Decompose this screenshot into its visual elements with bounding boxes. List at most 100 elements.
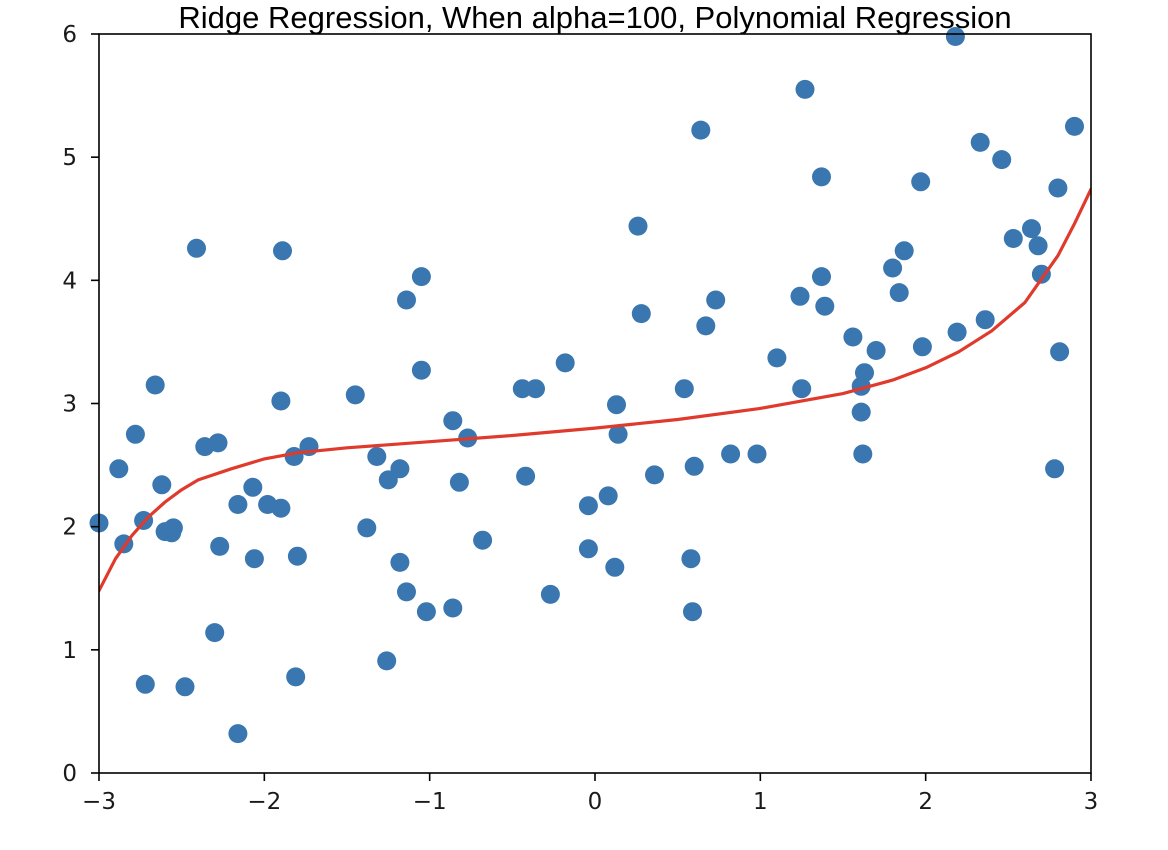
y-tick-label: 4 (62, 268, 77, 294)
data-point-32 (377, 651, 397, 671)
data-point-86 (912, 337, 932, 357)
x-tick-label: 0 (588, 789, 603, 815)
x-tick-label: 3 (1084, 789, 1099, 815)
data-point-65 (696, 316, 716, 336)
data-point-39 (411, 360, 431, 380)
data-point-84 (894, 241, 914, 261)
data-point-73 (812, 167, 831, 187)
data-point-41 (443, 411, 463, 431)
data-point-59 (645, 465, 664, 485)
data-point-37 (397, 582, 416, 602)
data-point-52 (578, 539, 598, 559)
data-point-30 (357, 518, 377, 538)
data-point-54 (605, 557, 625, 577)
data-point-46 (512, 379, 532, 399)
data-point-18 (228, 724, 248, 744)
data-point-74 (812, 267, 831, 287)
data-point-42 (443, 598, 463, 618)
y-tick-label: 1 (62, 638, 77, 664)
data-point-99 (1065, 116, 1084, 136)
data-point-10 (163, 518, 183, 538)
data-point-16 (210, 536, 230, 556)
y-tick-label: 3 (62, 392, 77, 418)
data-point-79 (853, 444, 873, 464)
data-point-7 (152, 475, 172, 495)
data-point-36 (397, 290, 416, 310)
data-point-12 (187, 238, 206, 258)
data-point-26 (286, 667, 306, 687)
y-tick-label: 6 (62, 22, 77, 48)
data-point-98 (1050, 342, 1070, 362)
data-point-81 (866, 341, 886, 360)
x-axis: −3 −2 −1 0 1 2 3 (82, 773, 1098, 815)
data-point-71 (792, 379, 812, 399)
data-point-55 (607, 395, 626, 415)
data-point-53 (598, 486, 618, 506)
data-point-77 (851, 402, 871, 422)
data-point-62 (683, 602, 702, 622)
data-point-66 (706, 290, 726, 310)
data-point-45 (473, 530, 493, 550)
x-tick-label: −2 (247, 789, 281, 815)
data-point-34 (390, 459, 410, 479)
data-point-5 (135, 674, 155, 694)
data-point-88 (947, 322, 967, 342)
data-point-17 (228, 495, 248, 514)
data-point-83 (889, 283, 909, 303)
data-point-40 (416, 602, 436, 622)
y-tick-label: 0 (62, 761, 77, 787)
data-point-20 (244, 549, 264, 569)
data-point-85 (911, 172, 931, 192)
data-point-75 (815, 296, 835, 316)
data-point-11 (175, 677, 195, 697)
data-point-22 (271, 498, 291, 518)
data-point-72 (795, 79, 815, 99)
data-point-97 (1048, 178, 1068, 198)
data-point-61 (681, 549, 701, 569)
data-point-49 (540, 584, 560, 604)
data-point-70 (790, 286, 810, 306)
data-point-31 (367, 447, 387, 466)
data-point-64 (691, 120, 711, 140)
data-point-24 (273, 241, 292, 261)
data-point-92 (1003, 229, 1023, 248)
data-point-50 (555, 353, 575, 373)
data-point-80 (855, 363, 874, 383)
data-point-67 (721, 444, 741, 464)
data-point-1 (109, 459, 129, 479)
data-point-38 (411, 267, 431, 287)
regression-line-layer (99, 187, 1091, 593)
regression-curve (99, 187, 1091, 593)
y-axis: 0 1 2 3 4 5 6 (62, 22, 99, 787)
x-tick-label: 2 (918, 789, 933, 815)
data-point-19 (243, 477, 263, 497)
x-tick-label: −3 (82, 789, 116, 815)
data-point-47 (516, 466, 536, 486)
data-point-56 (608, 424, 628, 444)
y-tick-label: 5 (62, 145, 77, 171)
data-point-90 (975, 310, 995, 330)
data-point-57 (628, 216, 648, 236)
data-point-58 (631, 304, 651, 324)
data-point-43 (449, 472, 469, 492)
data-point-87 (945, 27, 965, 46)
data-point-91 (992, 150, 1012, 170)
data-point-60 (674, 379, 694, 399)
data-point-14 (205, 623, 225, 643)
data-point-23 (271, 391, 291, 411)
data-point-27 (287, 546, 307, 566)
x-tick-label: 1 (753, 789, 768, 815)
data-point-29 (345, 385, 365, 405)
data-point-82 (883, 258, 903, 278)
data-point-15 (208, 433, 228, 453)
data-point-35 (390, 552, 410, 572)
data-point-95 (1031, 264, 1051, 284)
data-point-96 (1045, 459, 1065, 479)
data-point-68 (747, 444, 767, 464)
chart-title: Ridge Regression, When alpha=100, Polyno… (178, 0, 1011, 35)
y-tick-label: 2 (62, 515, 77, 541)
data-point-51 (578, 496, 598, 516)
data-point-76 (843, 327, 863, 347)
